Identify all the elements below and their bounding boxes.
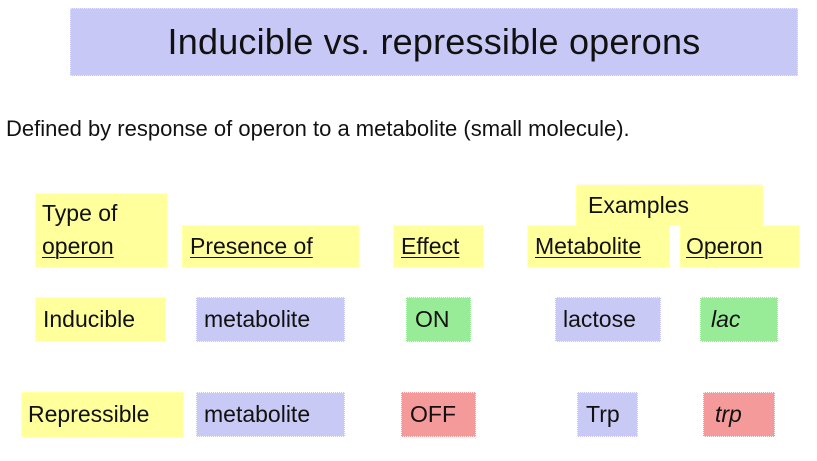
header-examples: Examples <box>588 192 689 218</box>
row-inducible-effect: ON <box>415 306 450 332</box>
header-metabolite: Metabolite <box>535 233 642 259</box>
row-inducible-metabolite: lactose <box>563 306 636 332</box>
row-repressible-operon: trp <box>715 401 742 427</box>
header-operon-cell <box>680 225 800 268</box>
row-inducible-operon-cell <box>700 297 778 342</box>
row-repressible-operon-cell <box>703 392 775 437</box>
header-presence-cell <box>182 225 359 268</box>
row-repressible-type: Repressible <box>28 401 150 427</box>
row-inducible-presence-cell <box>196 297 345 342</box>
row-inducible-type: Inducible <box>43 306 136 332</box>
row-repressible-metabolite-cell <box>577 392 638 437</box>
row-inducible-effect-cell <box>406 297 471 342</box>
slide-subtitle: Defined by response of operon to a metab… <box>6 116 630 141</box>
row-inducible-metabolite-cell <box>555 297 661 342</box>
header-metabolite-cell <box>527 225 670 268</box>
row-repressible-effect-cell <box>401 392 476 437</box>
row-inducible-presence: metabolite <box>204 306 311 332</box>
row-repressible-type-cell <box>21 392 184 437</box>
header-type-line1: Type of <box>42 200 118 226</box>
row-inducible-operon: lac <box>711 306 741 332</box>
header-effect-cell <box>393 225 484 268</box>
header-type-cell <box>35 193 168 268</box>
header-operon: Operon <box>686 233 763 259</box>
header-presence: Presence of <box>190 233 313 259</box>
row-inducible-type-cell <box>35 297 166 342</box>
row-repressible-metabolite: Trp <box>586 401 620 427</box>
header-effect: Effect <box>401 233 460 259</box>
title-banner <box>70 8 798 76</box>
slide-title: Inducible vs. repressible operons <box>167 21 701 62</box>
row-repressible-presence-cell <box>196 392 345 437</box>
row-repressible-presence: metabolite <box>204 401 311 427</box>
row-repressible-effect: OFF <box>410 401 456 427</box>
header-type-line2: operon <box>42 233 114 259</box>
